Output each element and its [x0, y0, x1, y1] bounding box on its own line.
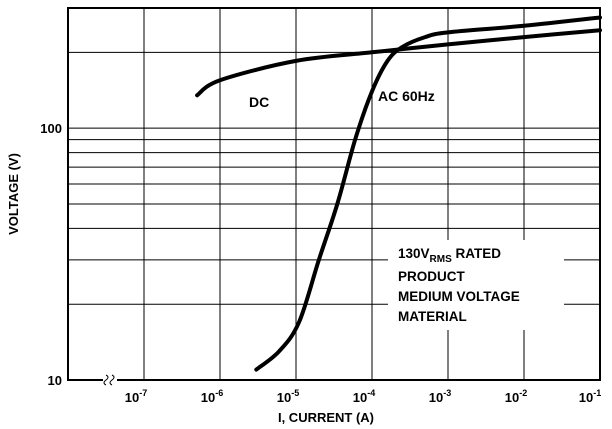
annotation-line-medium-voltage: MEDIUM VOLTAGE	[398, 289, 520, 304]
series-curves	[195, 15, 602, 372]
annotation-line-rating: 130VRMS RATED	[398, 246, 501, 265]
y-tick-label: 10	[48, 373, 62, 388]
x-tick-exponent: -6	[215, 388, 223, 398]
x-tick-base: 10	[277, 390, 291, 405]
axis-break-gap	[103, 375, 117, 385]
x-tick-base: 10	[353, 390, 367, 405]
x-tick-exponent: -2	[519, 388, 527, 398]
x-tick-base: 10	[201, 390, 215, 405]
x-tick-base: 10	[125, 390, 139, 405]
x-tick-base: 10	[429, 390, 443, 405]
annotation-line-product: PRODUCT	[398, 269, 466, 284]
x-tick-label: 10-2	[505, 388, 527, 405]
x-tick-exponent: -5	[291, 388, 299, 398]
x-tick-exponent: -1	[593, 388, 601, 398]
y-tick-label: 100	[40, 121, 62, 136]
x-tick-exponent: -7	[139, 388, 147, 398]
x-tick-label: 10-1	[579, 388, 601, 405]
y-tick-labels: 10 100	[40, 121, 62, 388]
x-tick-label: 10-6	[201, 388, 223, 405]
series-line-ac	[254, 15, 602, 372]
x-tick-exponent: -4	[367, 388, 375, 398]
x-tick-label: 10-4	[353, 388, 375, 405]
x-tick-label: 10-3	[429, 388, 451, 405]
axis-break-mark	[103, 374, 109, 386]
annotation-rating-rest: RATED	[452, 246, 501, 261]
annotation-rating-value: 130V	[398, 246, 430, 261]
x-tick-label: 10-7	[125, 388, 147, 405]
y-axis-label: VOLTAGE (V)	[6, 153, 21, 235]
x-axis-label: I, CURRENT (A)	[278, 410, 374, 425]
axis-break-icon	[103, 374, 117, 386]
annotation-box: 130VRMS RATED PRODUCT MEDIUM VOLTAGE MAT…	[388, 240, 564, 330]
x-tick-exponent: -3	[443, 388, 451, 398]
series-label-dc: DC	[249, 94, 269, 110]
annotation-line-material: MATERIAL	[398, 309, 467, 324]
annotation-rating-subscript: RMS	[430, 254, 453, 265]
plot-frame	[67, 7, 601, 381]
grid-lines	[68, 7, 601, 381]
x-tick-base: 10	[505, 390, 519, 405]
annotation-background	[388, 240, 564, 330]
series-label-ac: AC 60Hz	[378, 88, 435, 104]
series-line-dc	[195, 28, 602, 98]
axis-break-mark	[109, 374, 115, 386]
x-tick-base: 10	[579, 390, 593, 405]
x-tick-label: 10-5	[277, 388, 299, 405]
x-tick-labels: 10-7 10-6 10-5 10-4 10-3 10-2 10-1	[125, 388, 601, 405]
